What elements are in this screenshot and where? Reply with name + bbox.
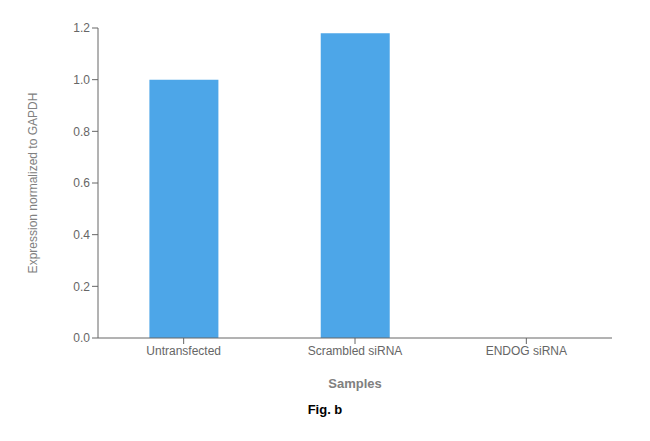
svg-text:1.2: 1.2 <box>73 21 90 35</box>
svg-text:Samples: Samples <box>328 376 381 391</box>
svg-text:0.2: 0.2 <box>73 280 90 294</box>
svg-text:Untransfected: Untransfected <box>146 344 221 358</box>
svg-text:ENDOG siRNA: ENDOG siRNA <box>486 344 567 358</box>
svg-text:Scrambled siRNA: Scrambled siRNA <box>308 344 403 358</box>
svg-text:1.0: 1.0 <box>73 73 90 87</box>
svg-text:0.0: 0.0 <box>73 331 90 345</box>
svg-text:0.6: 0.6 <box>73 176 90 190</box>
svg-text:0.4: 0.4 <box>73 228 90 242</box>
svg-text:Expression normalized to GAPDH: Expression normalized to GAPDH <box>26 93 40 274</box>
html-text:Fig. b: Fig. b <box>307 402 343 417</box>
svg-text:0.8: 0.8 <box>73 125 90 139</box>
